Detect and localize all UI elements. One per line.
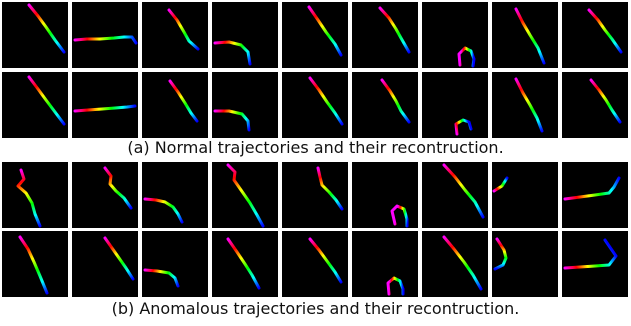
trajectory-path [563, 176, 621, 201]
trajectory-path [18, 235, 49, 295]
trajectory-path [213, 40, 252, 66]
trajectory-path [308, 76, 344, 126]
trajectory-tile [422, 231, 488, 297]
trajectory-path [589, 78, 622, 124]
trajectory-tile [352, 162, 418, 228]
trajectory-path [73, 104, 137, 113]
trajectory-tile [142, 72, 208, 138]
caption-normal: (a) Normal trajectories and their recont… [127, 138, 504, 157]
trajectory-tile [422, 2, 488, 68]
trajectory-path [380, 78, 411, 124]
trajectory-tile [212, 2, 278, 68]
trajectory-path [442, 235, 483, 291]
trajectory-tile [282, 2, 348, 68]
trajectory-tile [2, 162, 68, 228]
trajectory-tile [492, 2, 558, 68]
row-reconstruction [2, 72, 630, 138]
trajectory-tile [422, 162, 488, 228]
trajectory-path [308, 237, 343, 284]
trajectory-path [390, 204, 409, 228]
trajectory-tile [72, 162, 138, 228]
trajectory-tile [562, 162, 628, 228]
trajectory-path [168, 79, 199, 123]
trajectory-path [386, 276, 405, 296]
trajectory-path [226, 237, 261, 290]
trajectory-tile [562, 231, 628, 297]
caption-anomalous: (b) Anomalous trajectories and their rec… [111, 299, 520, 318]
trajectory-tile [72, 231, 138, 297]
row-original [2, 162, 630, 228]
trajectory-path [587, 8, 623, 54]
row-original [2, 2, 630, 68]
trajectory-tile [142, 231, 208, 297]
trajectory-path [307, 5, 343, 57]
row-reconstruction [2, 231, 630, 297]
trajectory-path [27, 3, 66, 54]
trajectory-path [16, 168, 42, 228]
trajectory-tile [492, 162, 558, 228]
trajectory-tile [212, 162, 278, 228]
trajectory-path [378, 6, 411, 54]
trajectory-path [493, 237, 508, 271]
trajectory-tile [282, 162, 348, 228]
trajectory-tile [212, 72, 278, 138]
trajectory-path [103, 236, 135, 281]
trajectory-path [454, 118, 473, 136]
trajectory-tile [352, 72, 418, 138]
trajectory-path [563, 238, 618, 270]
trajectory-tile [422, 72, 488, 138]
trajectory-tile [142, 2, 208, 68]
trajectory-path [73, 35, 138, 45]
trajectory-path [492, 176, 509, 193]
trajectory-tile [72, 72, 138, 138]
trajectory-tile [282, 72, 348, 138]
trajectory-path [442, 163, 485, 219]
trajectory-tile [142, 162, 208, 228]
trajectory-tile [562, 2, 628, 68]
trajectory-path [514, 7, 546, 65]
trajectory-tile [562, 72, 628, 138]
trajectory-tile [2, 231, 68, 297]
trajectory-tile [282, 231, 348, 297]
trajectory-tile [492, 72, 558, 138]
trajectory-tile [352, 2, 418, 68]
trajectory-path [514, 77, 544, 133]
trajectory-path [103, 166, 133, 210]
trajectory-path [316, 166, 344, 211]
trajectory-path [226, 163, 265, 228]
trajectory-path [167, 8, 200, 51]
trajectory-tile [2, 72, 68, 138]
trajectory-tile [352, 231, 418, 297]
trajectory-path [27, 75, 66, 126]
trajectory-tile [492, 231, 558, 297]
trajectory-path [213, 109, 251, 132]
trajectory-tile [212, 231, 278, 297]
trajectory-path [457, 46, 476, 68]
trajectory-path [143, 197, 184, 224]
trajectory-path [143, 268, 180, 288]
trajectory-tile [2, 2, 68, 68]
trajectory-tile [72, 2, 138, 68]
